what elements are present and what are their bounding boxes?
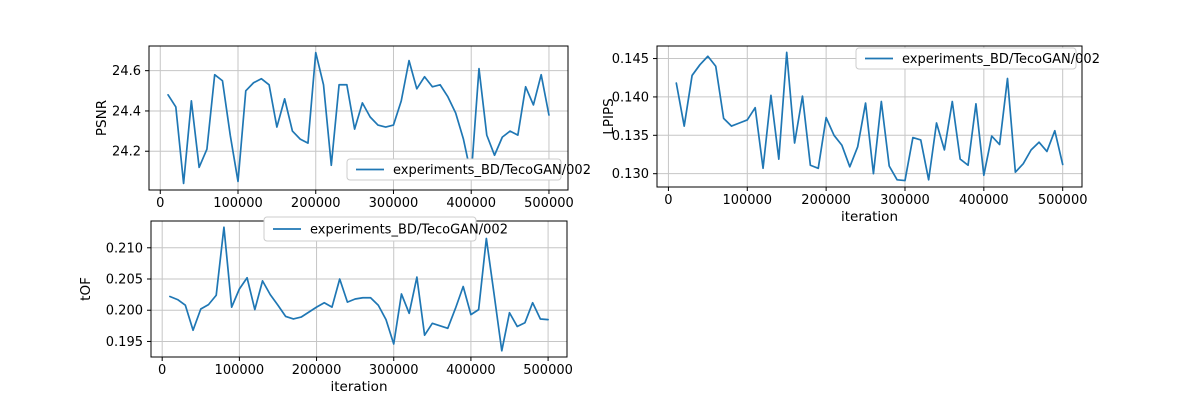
y-axis-label: tOF <box>78 277 94 301</box>
y-axis-label: PSNR <box>94 100 110 136</box>
x-tick-label: 400000 <box>446 363 496 378</box>
axes-spines <box>656 45 1083 188</box>
lpips-chart: 0 100000 200000 300000 400000 500000 0.130 0.13… <box>601 45 1100 225</box>
psnr-chart: 0 100000 200000 300000 400000 500000 24.2 24.4 2… <box>94 45 591 211</box>
y-tick-label: 0.145 <box>612 52 649 67</box>
legend-label: experiments_BD/TecoGAN/002 <box>393 163 591 178</box>
x-tick-label: 0 <box>158 363 166 378</box>
x-tick-label: 200000 <box>292 363 342 378</box>
axes-spines <box>148 45 569 191</box>
x-tick-label: 500000 <box>524 196 574 211</box>
tof-legend: experiments_BD/TecoGAN/002 <box>263 216 508 242</box>
legend-box <box>263 216 477 242</box>
x-tick-label: 500000 <box>523 363 573 378</box>
legend-label: experiments_BD/TecoGAN/002 <box>902 52 1100 67</box>
x-axis-label: iteration <box>841 209 898 225</box>
lpips-series-line <box>675 51 1064 182</box>
psnr-legend: experiments_BD/TecoGAN/002 <box>346 158 591 181</box>
x-tick-label: 300000 <box>369 363 419 378</box>
tof-series-line <box>169 226 549 352</box>
y-axis-label: LPIPS <box>601 98 617 134</box>
y-tick-label: 0.135 <box>612 129 649 144</box>
legend-label: experiments_BD/TecoGAN/002 <box>310 223 508 238</box>
y-tick-label: 0.140 <box>612 90 649 105</box>
y-tick-label: 24.4 <box>112 104 141 119</box>
y-tick-label: 0.205 <box>106 273 143 288</box>
x-tick-label: 200000 <box>291 196 341 211</box>
x-tick-label: 0 <box>156 196 164 211</box>
x-tick-label: 100000 <box>213 196 263 211</box>
y-tick-label: 0.130 <box>612 167 649 182</box>
x-tick-label: 300000 <box>369 196 419 211</box>
x-tick-label: 100000 <box>722 193 772 208</box>
legend-box <box>346 158 562 181</box>
lpips-legend: experiments_BD/TecoGAN/002 <box>855 47 1100 70</box>
x-axis-label: iteration <box>330 379 387 395</box>
x-tick-label: 0 <box>664 193 672 208</box>
y-tick-label: 24.2 <box>112 145 141 160</box>
y-tick-label: 24.6 <box>112 64 141 79</box>
y-tick-label: 0.200 <box>106 304 143 319</box>
y-tick-label: 0.210 <box>106 241 143 256</box>
tof-chart: 0 100000 200000 300000 400000 500000 0.195 0.20… <box>78 216 573 395</box>
y-tick-label: 0.195 <box>106 335 143 350</box>
x-tick-label: 300000 <box>880 193 930 208</box>
psnr-series-line <box>167 51 550 185</box>
x-tick-label: 400000 <box>959 193 1009 208</box>
x-tick-label: 200000 <box>801 193 851 208</box>
x-tick-label: 100000 <box>215 363 265 378</box>
x-tick-label: 500000 <box>1038 193 1088 208</box>
legend-box <box>855 47 1077 70</box>
x-tick-label: 400000 <box>446 196 496 211</box>
